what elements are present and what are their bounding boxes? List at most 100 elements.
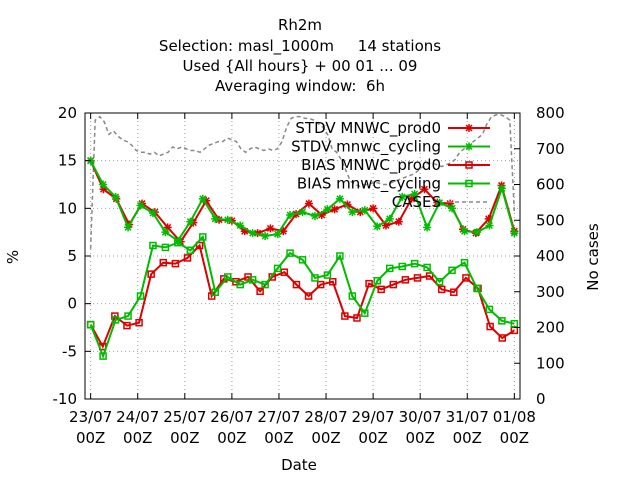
chart-title: Rh2m [278,16,322,34]
series-point-2 [135,318,143,327]
x-tick-label-date: 24/07 [116,408,159,426]
series-point-2 [304,292,313,300]
x-tick-label-hour: 00Z [358,429,387,447]
series-point-2 [111,312,119,320]
series-point-1 [198,194,207,203]
series-point-2 [159,258,168,267]
series-point-1 [385,214,394,223]
y2-tick-label: 700 [536,140,565,158]
series-point-3 [423,263,431,272]
series-point-1 [248,229,257,238]
series-point-0 [381,221,390,230]
x-tick-label-hour: 00Z [170,429,199,447]
x-tick-label-date: 29/07 [351,408,394,426]
series-point-3 [248,276,257,284]
legend-label: BIAS MNWC_prod0 [301,156,441,175]
series-point-3 [485,305,494,314]
y2-axis-label: No cases [584,223,602,291]
y2-tick-label: 200 [536,319,565,337]
series-point-3 [373,277,382,285]
series-point-3 [385,264,394,273]
series-point-3 [86,320,95,329]
series-point-3 [124,312,132,320]
series-point-3 [136,292,145,300]
series-point-2 [389,280,398,289]
series-point-3 [161,243,170,252]
series-point-1 [435,198,444,207]
series-point-1 [310,211,319,220]
x-tick-label-hour: 00Z [76,429,105,447]
grid-lines [85,113,520,399]
x-tick-label-hour: 00Z [500,429,529,447]
series-point-3 [410,259,419,268]
y-tick-label: 0 [67,295,77,313]
series-point-3 [286,249,294,257]
series-point-3 [435,277,444,286]
y-tick-label: 15 [58,152,77,170]
series-point-2 [498,334,506,342]
series-point-3 [348,292,357,300]
legend-label: CASES [392,193,441,211]
series-point-2 [450,288,458,296]
series-point-1 [360,206,369,215]
series-line-2 [89,243,515,349]
legend-marker [465,179,473,188]
series-point-2 [171,259,180,268]
series-point-3 [261,280,269,289]
y2-tick-label: 400 [536,247,565,265]
series-point-3 [448,266,456,275]
x-tick-label-date: 30/07 [399,408,442,426]
legend-marker [465,142,473,151]
series-point-1 [373,222,382,231]
series-point-0 [330,205,339,214]
x-axis-label: Date [281,456,317,474]
series-point-3 [473,284,481,293]
series-point-3 [99,352,107,360]
series-point-2 [437,285,446,294]
series-point-3 [236,280,244,289]
series-point-1 [261,231,270,240]
x-tick-label-hour: 00Z [264,429,293,447]
series-point-1 [99,180,108,189]
series-point-2 [341,312,349,320]
series-point-2 [413,274,422,282]
series-point-1 [236,221,245,230]
x-tick-label-date: 31/07 [446,408,489,426]
series-point-3 [111,316,120,324]
y-axis-label: % [4,250,22,264]
series-point-3 [510,319,519,328]
series-point-1 [111,192,120,201]
y-tick-label: 5 [67,247,77,265]
series-point-3 [323,271,332,279]
series-point-2 [353,314,361,322]
series-line-4 [89,114,516,249]
series-point-1 [423,223,432,232]
series-point-3 [398,262,406,271]
series-point-1 [410,190,419,199]
series-point-3 [361,309,369,317]
axes: -10-505101520010020030040050060070080023… [53,104,565,447]
x-tick-label-date: 28/07 [304,408,347,426]
chart-subtitle-line-1: Selection: masl_1000m 14 stations [159,37,441,56]
series-point-2 [462,274,470,282]
y2-tick-label: 600 [536,176,565,194]
series-point-2 [280,268,289,276]
x-tick-label-hour: 00Z [406,429,435,447]
series-point-3 [498,317,506,325]
series-point-1 [273,230,282,239]
series-point-1 [497,184,506,193]
series-point-2 [316,280,325,289]
series-point-3 [336,252,344,260]
series-point-1 [335,194,344,203]
series-point-2 [401,276,410,284]
series-point-1 [448,204,457,213]
series-point-1 [286,211,295,220]
chart-subtitle-line-2: Used {All hours} + 00 01 ... 09 [183,57,418,75]
series-point-2 [329,277,337,286]
series-point-0 [266,224,275,233]
series-point-1 [510,229,519,238]
x-tick-label-date: 01/08 [493,408,536,426]
series-point-1 [148,209,157,218]
legend-label: BIAS mnwc_cycling [297,175,441,194]
series-point-1 [136,201,145,210]
